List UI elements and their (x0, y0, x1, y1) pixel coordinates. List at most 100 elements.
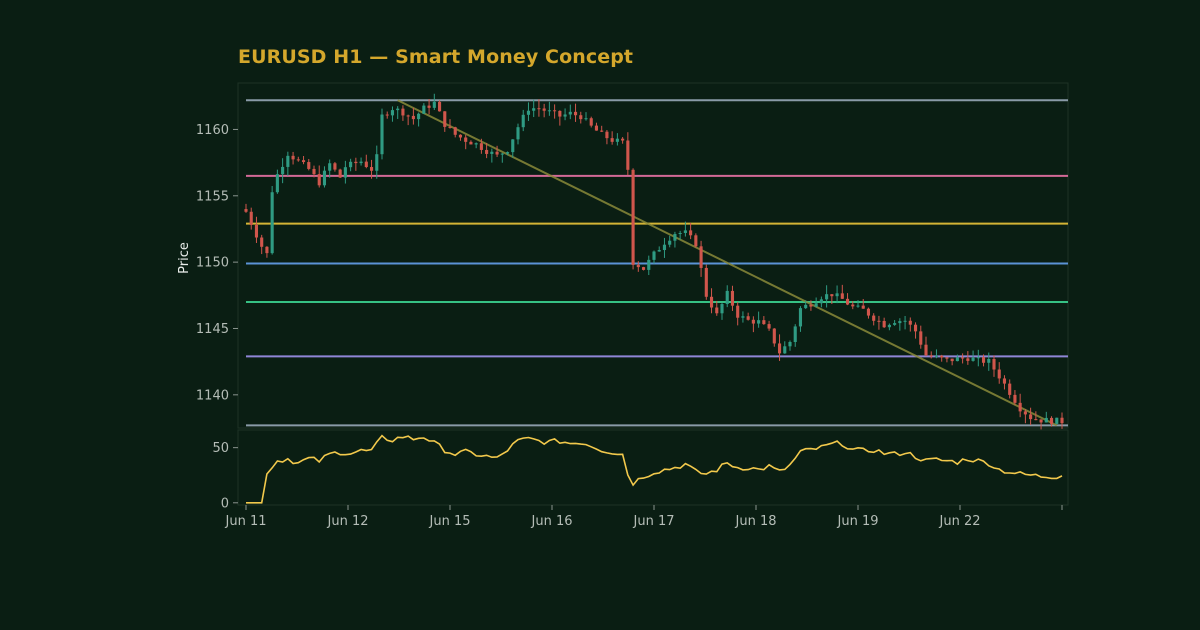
candle-body (286, 155, 290, 167)
candle-body (814, 303, 818, 307)
candle-body (788, 341, 792, 347)
candle-body (281, 166, 285, 175)
rsi-line (246, 434, 1063, 504)
price-panel-frame (237, 82, 1069, 429)
candle-body (741, 316, 745, 318)
x-tick-label: Jun 19 (837, 514, 879, 529)
candle-body (819, 299, 823, 304)
candle-body (474, 143, 478, 145)
candle-body (349, 161, 353, 168)
candle-body (532, 108, 536, 111)
candle-body (1055, 417, 1059, 424)
candle-body (260, 237, 264, 247)
candle-body (683, 230, 687, 233)
candle-body (882, 320, 886, 328)
candle-body (636, 264, 640, 268)
candle-body (600, 130, 604, 132)
candle-body (662, 244, 667, 251)
candle-body (458, 134, 463, 138)
x-tick-label: Jun 12 (327, 514, 369, 529)
candle-body (1013, 394, 1017, 403)
candle-body (866, 308, 871, 316)
candle-body (751, 319, 755, 324)
candle-body (830, 294, 834, 297)
candle-body (521, 114, 525, 128)
candle-body (709, 296, 714, 308)
candle-body (511, 139, 515, 153)
x-tick-label: Jun 15 (429, 514, 471, 529)
candle-body (605, 131, 609, 139)
candle-body (762, 320, 766, 325)
candle-body (730, 290, 735, 306)
candle-body (767, 324, 771, 329)
x-tick-label: Jun 11 (225, 514, 267, 529)
candle-body (401, 108, 405, 116)
candle-body (490, 151, 494, 154)
chart-title: EURUSD H1 — Smart Money Concept (238, 46, 634, 68)
candle-body (396, 108, 400, 111)
candle-body (296, 159, 300, 161)
candle-body (422, 105, 426, 114)
candle-body (631, 169, 635, 265)
candle-body (652, 251, 656, 260)
candle-body (840, 293, 844, 299)
candle-body (594, 125, 599, 131)
candle-body (307, 162, 311, 169)
candle-body (793, 326, 797, 342)
candle-body (343, 167, 347, 178)
candle-body (469, 141, 473, 145)
candle-body (725, 290, 729, 305)
candle-body (621, 138, 625, 141)
candle-body (966, 358, 970, 361)
candle-body (1023, 411, 1027, 415)
candle-body (369, 167, 374, 171)
candle-body (375, 154, 379, 171)
candle-body (589, 118, 593, 126)
candle-body (411, 115, 415, 120)
candle-body (1060, 417, 1064, 424)
x-tick-label: Jun 22 (939, 514, 981, 529)
candle-body (385, 114, 389, 116)
candle-body (825, 294, 829, 300)
candle-body (746, 316, 750, 320)
candle-body (950, 358, 954, 362)
candle-body (406, 115, 410, 117)
candle-body (500, 153, 504, 155)
price-ytick-label: 1150 (196, 256, 229, 271)
candle-body (485, 149, 489, 154)
candles-group (244, 93, 1064, 430)
candle-body (689, 230, 693, 236)
candle-body (338, 169, 342, 178)
candle-body (505, 152, 510, 154)
candle-body (647, 259, 651, 270)
candle-body (903, 320, 907, 322)
candle-body (427, 105, 431, 108)
candle-body (359, 161, 363, 164)
candle-body (516, 127, 520, 140)
candle-body (1018, 402, 1022, 412)
candle-body (720, 304, 724, 314)
candle-body (317, 174, 321, 186)
candle-body (249, 211, 253, 225)
candle-body (835, 293, 839, 297)
candle-body (872, 315, 876, 321)
candle-body (615, 138, 619, 142)
candle-body (804, 304, 808, 309)
candle-body (1029, 414, 1033, 420)
candle-body (992, 358, 996, 370)
candle-body (437, 101, 442, 112)
candle-body (364, 161, 368, 168)
candle-body (934, 355, 939, 357)
candle-body (851, 304, 855, 307)
candle-body (668, 240, 672, 245)
candle-body (584, 118, 588, 120)
candle-body (322, 170, 327, 186)
candle-body (861, 305, 865, 309)
candle-body (940, 355, 944, 358)
candle-body (1034, 419, 1038, 421)
candle-body (312, 168, 316, 175)
candle-body (981, 357, 986, 363)
candle-body (553, 110, 557, 112)
candle-body (673, 233, 677, 241)
candle-body (1044, 417, 1048, 423)
